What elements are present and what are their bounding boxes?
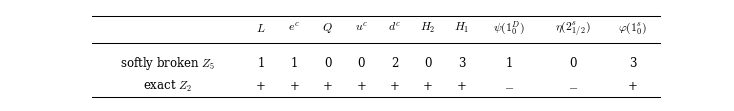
Text: $-$: $-$ <box>567 80 578 93</box>
Text: 1: 1 <box>257 57 265 70</box>
Text: $e^c$: $e^c$ <box>288 22 300 35</box>
Text: +: + <box>356 80 366 93</box>
Text: $\varphi(\mathbf{1}_0^s)$: $\varphi(\mathbf{1}_0^s)$ <box>619 21 647 36</box>
Text: +: + <box>256 80 266 93</box>
Text: $H_1$: $H_1$ <box>454 21 469 35</box>
Text: 1: 1 <box>291 57 298 70</box>
Text: 3: 3 <box>629 57 637 70</box>
Text: +: + <box>390 80 399 93</box>
Text: 0: 0 <box>324 57 332 70</box>
Text: 0: 0 <box>569 57 576 70</box>
Text: $H_2$: $H_2$ <box>421 21 436 35</box>
Text: 2: 2 <box>391 57 399 70</box>
Text: +: + <box>424 80 433 93</box>
Text: +: + <box>457 80 467 93</box>
Text: $-$: $-$ <box>504 80 515 93</box>
Text: +: + <box>628 80 638 93</box>
Text: 1: 1 <box>506 57 513 70</box>
Text: $\eta(\mathbf{2}_{1/2}^s)$: $\eta(\mathbf{2}_{1/2}^s)$ <box>555 19 591 37</box>
Text: $L$: $L$ <box>256 22 266 35</box>
Text: $u^c$: $u^c$ <box>355 22 368 35</box>
Text: 0: 0 <box>424 57 432 70</box>
Text: exact $Z_2$: exact $Z_2$ <box>143 79 192 94</box>
Text: 0: 0 <box>357 57 365 70</box>
Text: $d^c$: $d^c$ <box>388 22 401 35</box>
Text: +: + <box>323 80 333 93</box>
Text: 3: 3 <box>458 57 465 70</box>
Text: $Q$: $Q$ <box>322 21 333 35</box>
Text: +: + <box>289 80 299 93</box>
Text: $\psi(\mathbf{1}_0^D)$: $\psi(\mathbf{1}_0^D)$ <box>493 20 525 37</box>
Text: softly broken $Z_5$: softly broken $Z_5$ <box>120 55 216 72</box>
